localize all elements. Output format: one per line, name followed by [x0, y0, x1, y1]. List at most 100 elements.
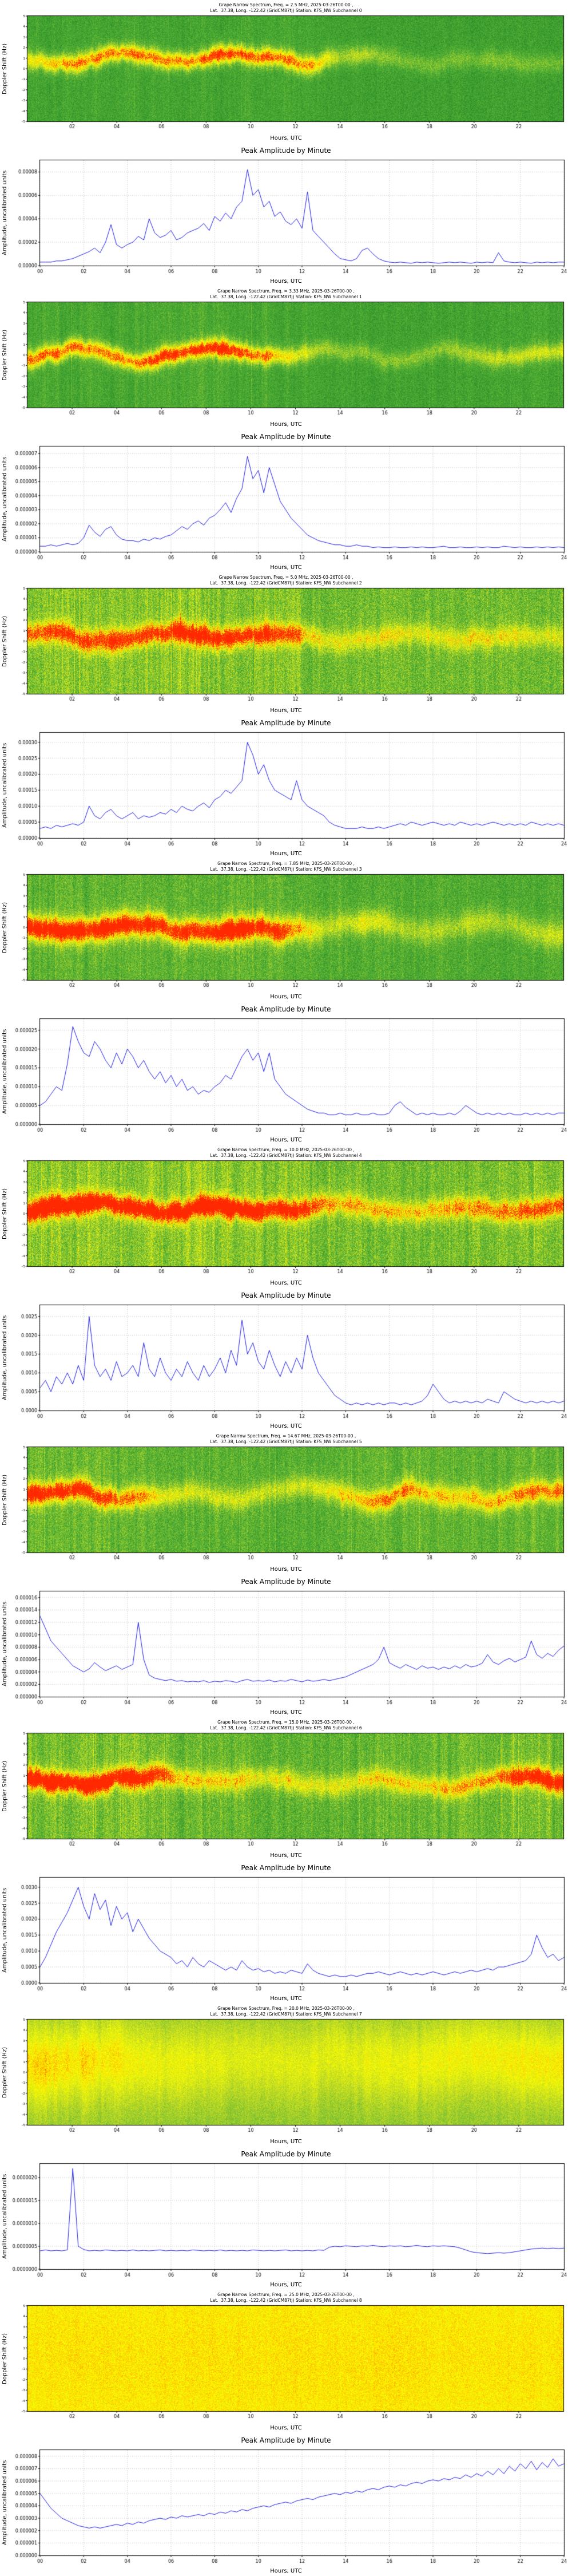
spectrogram-figure-subchannel-6: Grape Narrow Spectrum, Freq. = 15.0 MHz,… [0, 1717, 572, 1860]
spectrogram-title-line1: Grape Narrow Spectrum, Freq. = 20.0 MHz,… [217, 2006, 355, 2011]
amplitude-x-axis-label: Hours, UTC [270, 1423, 302, 1429]
spectrogram-plot-canvas-subchannel-2 [0, 572, 572, 716]
amplitude-title: Peak Amplitude by Minute [241, 1578, 331, 1586]
spectrogram-title-line2: Lat. 37.38, Long. -122.42 (GridCM87tj) S… [210, 1725, 362, 1730]
spectrogram-title-line2: Lat. 37.38, Long. -122.42 (GridCM87tj) S… [210, 580, 362, 586]
spectrogram-title-line1: Grape Narrow Spectrum, Freq. = 14.67 MHz… [216, 1433, 356, 1439]
spectrogram-plot-canvas-subchannel-8 [0, 2290, 572, 2433]
spectrogram-figure-subchannel-0: Grape Narrow Spectrum, Freq. = 2.5 MHz, … [0, 0, 572, 143]
amplitude-title: Peak Amplitude by Minute [241, 147, 331, 155]
amplitude-x-axis-label: Hours, UTC [270, 1709, 302, 1716]
spectrogram-x-axis-label: Hours, UTC [270, 708, 302, 714]
spectrogram-figure-subchannel-8: Grape Narrow Spectrum, Freq. = 25.0 MHz,… [0, 2290, 572, 2433]
spectrogram-figure-subchannel-3: Grape Narrow Spectrum, Freq. = 7.85 MHz,… [0, 859, 572, 1002]
amplitude-plot-canvas-subchannel-8 [0, 2433, 572, 2576]
amplitude-figure-subchannel-6: Peak Amplitude by Minute Amplitude, uncal… [0, 1860, 572, 2004]
amplitude-y-axis-label: Amplitude, uncalibrated units [2, 742, 8, 828]
spectrogram-plot-canvas-subchannel-0 [0, 0, 572, 143]
amplitude-plot-canvas-subchannel-6 [0, 1860, 572, 2004]
amplitude-y-axis-label: Amplitude, uncalibrated units [2, 456, 8, 542]
spectrogram-y-axis-label: Doppler Shift (Hz) [2, 329, 8, 381]
amplitude-y-axis-label: Amplitude, uncalibrated units [2, 1315, 8, 1401]
amplitude-x-axis-label: Hours, UTC [270, 1137, 302, 1143]
amplitude-x-axis-label: Hours, UTC [270, 1996, 302, 2002]
amplitude-figure-subchannel-8: Peak Amplitude by Minute Amplitude, uncal… [0, 2433, 572, 2576]
amplitude-y-axis-label: Amplitude, uncalibrated units [2, 2460, 8, 2546]
amplitude-x-axis-label: Hours, UTC [270, 564, 302, 571]
amplitude-figure-subchannel-5: Peak Amplitude by Minute Amplitude, uncal… [0, 1574, 572, 1717]
spectrogram-title-line2: Lat. 37.38, Long. -122.42 (GridCM87tj) S… [210, 1153, 362, 1158]
spectrogram-x-axis-label: Hours, UTC [270, 1280, 302, 1286]
spectrogram-title-line1: Grape Narrow Spectrum, Freq. = 10.0 MHz,… [217, 1147, 355, 1152]
spectrogram-figure-subchannel-1: Grape Narrow Spectrum, Freq. = 3.33 MHz,… [0, 286, 572, 429]
spectrogram-x-axis-label: Hours, UTC [270, 994, 302, 1000]
spectrogram-x-axis-label: Hours, UTC [270, 135, 302, 141]
spectrogram-x-axis-label: Hours, UTC [270, 2139, 302, 2145]
amplitude-plot-canvas-subchannel-1 [0, 429, 572, 572]
amplitude-y-axis-label: Amplitude, uncalibrated units [2, 2174, 8, 2259]
spectrogram-plot-canvas-subchannel-5 [0, 1431, 572, 1574]
spectrogram-y-axis-label: Doppler Shift (Hz) [2, 1188, 8, 1239]
spectrogram-figure-subchannel-2: Grape Narrow Spectrum, Freq. = 5.0 MHz, … [0, 572, 572, 716]
spectrogram-x-axis-label: Hours, UTC [270, 1566, 302, 1573]
spectrogram-plot-canvas-subchannel-3 [0, 859, 572, 1002]
spectrogram-y-axis-label: Doppler Shift (Hz) [2, 2333, 8, 2384]
amplitude-title: Peak Amplitude by Minute [241, 1005, 331, 1013]
amplitude-figure-subchannel-1: Peak Amplitude by Minute Amplitude, uncal… [0, 429, 572, 572]
amplitude-title: Peak Amplitude by Minute [241, 719, 331, 727]
spectrogram-y-axis-label: Doppler Shift (Hz) [2, 2046, 8, 2098]
amplitude-plot-canvas-subchannel-2 [0, 716, 572, 859]
amplitude-y-axis-label: Amplitude, uncalibrated units [2, 1029, 8, 1115]
spectrogram-plot-canvas-subchannel-1 [0, 286, 572, 429]
spectrogram-title-line2: Lat. 37.38, Long. -122.42 (GridCM87tj) S… [210, 8, 362, 13]
spectrogram-x-axis-label: Hours, UTC [270, 2425, 302, 2431]
spectrogram-title-line1: Grape Narrow Spectrum, Freq. = 7.85 MHz,… [217, 861, 355, 866]
amplitude-plot-canvas-subchannel-4 [0, 1288, 572, 1431]
spectrogram-plot-canvas-subchannel-4 [0, 1145, 572, 1288]
spectrogram-x-axis-label: Hours, UTC [270, 1852, 302, 1859]
spectrogram-title-line2: Lat. 37.38, Long. -122.42 (GridCM87tj) S… [210, 294, 362, 299]
amplitude-y-axis-label: Amplitude, uncalibrated units [2, 1601, 8, 1687]
spectrogram-title-line2: Lat. 37.38, Long. -122.42 (GridCM87tj) S… [210, 2298, 362, 2303]
spectrogram-title-line1: Grape Narrow Spectrum, Freq. = 25.0 MHz,… [217, 2292, 355, 2297]
spectrogram-figure-subchannel-7: Grape Narrow Spectrum, Freq. = 20.0 MHz,… [0, 2004, 572, 2147]
spectrogram-title-line1: Grape Narrow Spectrum, Freq. = 3.33 MHz,… [217, 289, 355, 294]
amplitude-figure-subchannel-0: Peak Amplitude by Minute Amplitude, uncal… [0, 143, 572, 286]
amplitude-x-axis-label: Hours, UTC [270, 851, 302, 857]
spectrogram-title-line1: Grape Narrow Spectrum, Freq. = 2.5 MHz, … [219, 2, 353, 7]
amplitude-y-axis-label: Amplitude, uncalibrated units [2, 1887, 8, 1973]
spectrogram-y-axis-label: Doppler Shift (Hz) [2, 1760, 8, 1812]
spectrogram-title-line2: Lat. 37.38, Long. -122.42 (GridCM87tj) S… [210, 867, 362, 872]
amplitude-plot-canvas-subchannel-3 [0, 1002, 572, 1145]
spectrogram-title-line1: Grape Narrow Spectrum, Freq. = 5.0 MHz, … [219, 575, 353, 580]
amplitude-plot-canvas-subchannel-5 [0, 1574, 572, 1717]
amplitude-x-axis-label: Hours, UTC [270, 278, 302, 285]
spectrogram-y-axis-label: Doppler Shift (Hz) [2, 615, 8, 667]
amplitude-title: Peak Amplitude by Minute [241, 2436, 331, 2444]
amplitude-title: Peak Amplitude by Minute [241, 433, 331, 441]
amplitude-title: Peak Amplitude by Minute [241, 2150, 331, 2158]
amplitude-y-axis-label: Amplitude, uncalibrated units [2, 170, 8, 256]
amplitude-figure-subchannel-4: Peak Amplitude by Minute Amplitude, uncal… [0, 1288, 572, 1431]
spectrogram-y-axis-label: Doppler Shift (Hz) [2, 43, 8, 94]
spectrogram-y-axis-label: Doppler Shift (Hz) [2, 1474, 8, 1526]
amplitude-figure-subchannel-7: Peak Amplitude by Minute Amplitude, uncal… [0, 2147, 572, 2290]
amplitude-plot-canvas-subchannel-7 [0, 2147, 572, 2290]
spectrogram-title-line2: Lat. 37.38, Long. -122.42 (GridCM87tj) S… [210, 2012, 362, 2017]
spectrogram-figure-subchannel-4: Grape Narrow Spectrum, Freq. = 10.0 MHz,… [0, 1145, 572, 1288]
amplitude-figure-subchannel-3: Peak Amplitude by Minute Amplitude, uncal… [0, 1002, 572, 1145]
amplitude-figure-subchannel-2: Peak Amplitude by Minute Amplitude, uncal… [0, 716, 572, 859]
amplitude-plot-canvas-subchannel-0 [0, 143, 572, 286]
amplitude-x-axis-label: Hours, UTC [270, 2282, 302, 2288]
spectrogram-y-axis-label: Doppler Shift (Hz) [2, 902, 8, 953]
spectrogram-x-axis-label: Hours, UTC [270, 421, 302, 428]
amplitude-x-axis-label: Hours, UTC [270, 2568, 302, 2574]
spectrogram-plot-canvas-subchannel-7 [0, 2004, 572, 2147]
spectrogram-plot-canvas-subchannel-6 [0, 1717, 572, 1860]
spectrogram-title-line1: Grape Narrow Spectrum, Freq. = 15.0 MHz,… [217, 1720, 355, 1725]
spectrogram-figure-subchannel-5: Grape Narrow Spectrum, Freq. = 14.67 MHz… [0, 1431, 572, 1574]
spectrogram-title-line2: Lat. 37.38, Long. -122.42 (GridCM87tj) S… [210, 1439, 362, 1444]
amplitude-title: Peak Amplitude by Minute [241, 1864, 331, 1872]
amplitude-title: Peak Amplitude by Minute [241, 1291, 331, 1299]
